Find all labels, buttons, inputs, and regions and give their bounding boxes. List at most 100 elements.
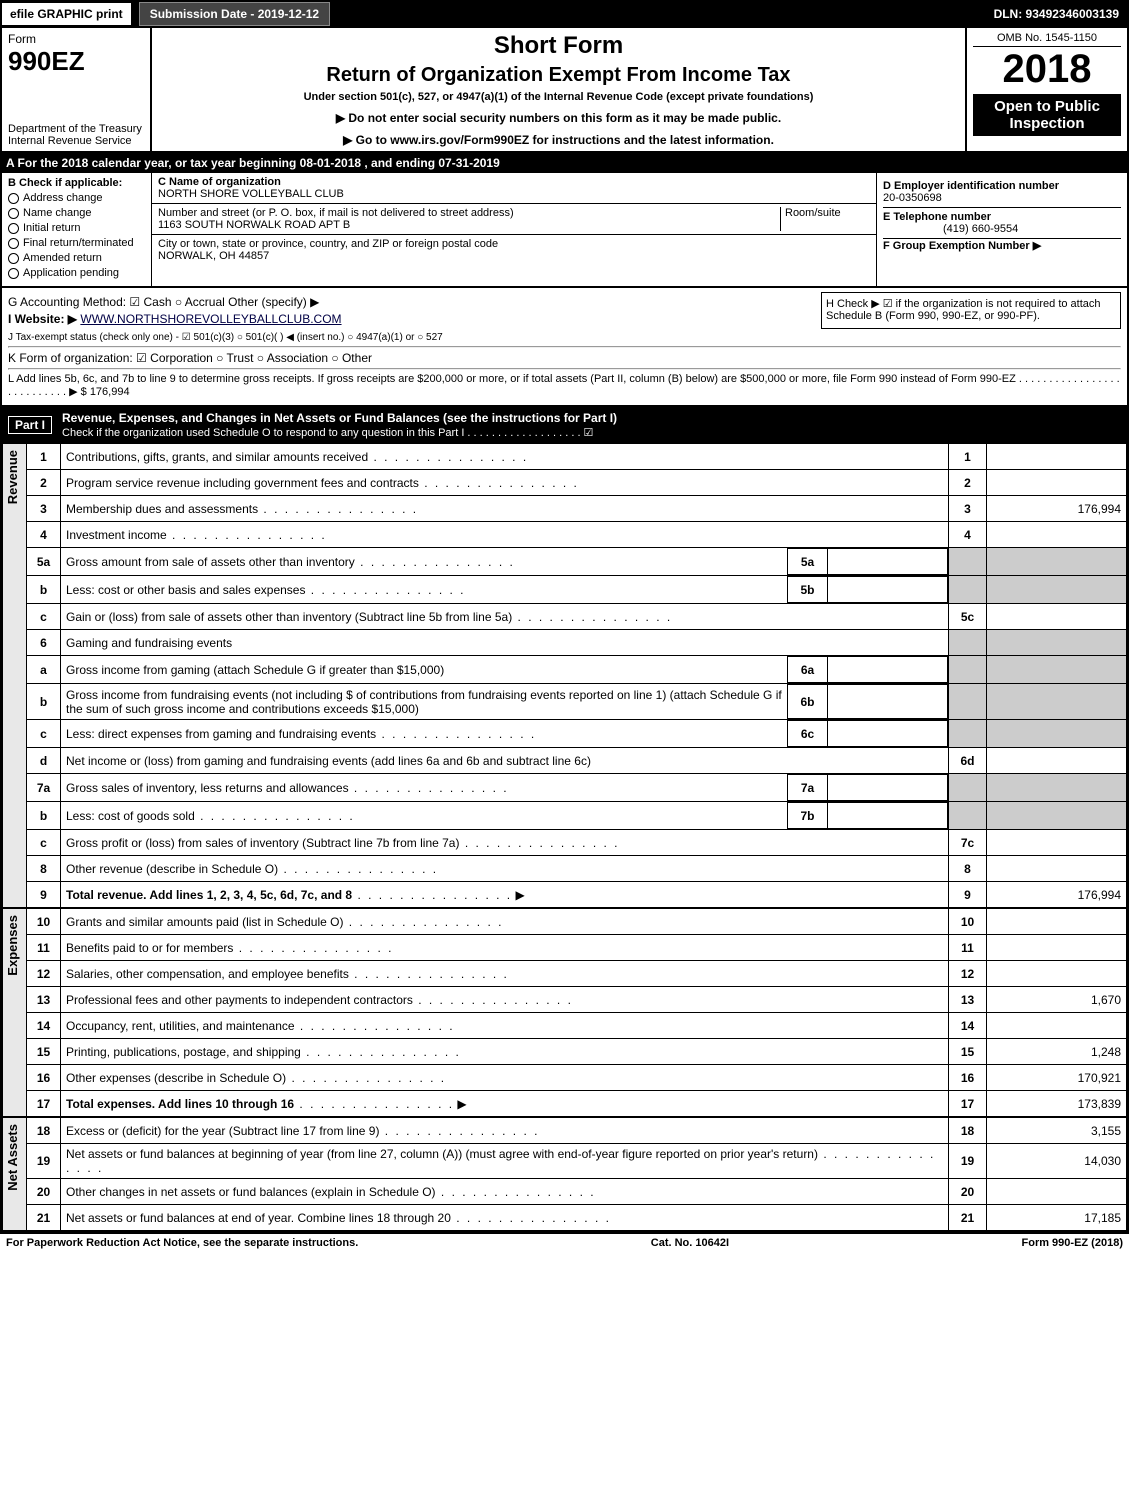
line-1-desc: Contributions, gifts, grants, and simila… [61,444,949,470]
group-exemption-label: F Group Exemption Number ▶ [883,240,1041,252]
city-label: City or town, state or province, country… [158,238,498,250]
addr-label: Number and street (or P. O. box, if mail… [158,207,514,219]
form-number: 990EZ [8,46,144,77]
line-21-val: 17,185 [987,1205,1127,1231]
line-12-desc: Salaries, other compensation, and employ… [61,961,949,987]
line-h: H Check ▶ ☑ if the organization is not r… [821,292,1121,329]
box-b-title: B Check if applicable: [8,177,145,189]
line-16-desc: Other expenses (describe in Schedule O) [61,1065,949,1091]
top-bar: efile GRAPHIC print Submission Date - 20… [0,0,1129,28]
dln-label: DLN: 93492346003139 [984,3,1129,25]
line-6c-desc: Less: direct expenses from gaming and fu… [61,721,788,747]
box-b: B Check if applicable: Address change Na… [2,173,152,286]
city-value: NORWALK, OH 44857 [158,250,269,262]
chk-name-change[interactable]: Name change [8,207,145,219]
info-row: B Check if applicable: Address change Na… [0,173,1129,288]
footer-left: For Paperwork Reduction Act Notice, see … [6,1237,358,1249]
revenue-table: 1Contributions, gifts, grants, and simil… [26,443,1127,908]
line-3-desc: Membership dues and assessments [61,496,949,522]
footer-mid: Cat. No. 10642I [651,1237,729,1249]
netassets-table: 18Excess or (deficit) for the year (Subt… [26,1117,1127,1231]
tax-year: 2018 [973,47,1121,92]
netassets-section: Net Assets 18Excess or (deficit) for the… [0,1117,1129,1233]
part1-badge: Part I [8,416,52,434]
chk-application-pending[interactable]: Application pending [8,267,145,279]
line-9-val: 176,994 [987,882,1127,908]
chk-amended-return[interactable]: Amended return [8,252,145,264]
line-6d-desc: Net income or (loss) from gaming and fun… [61,748,949,774]
line-k: K Form of organization: ☑ Corporation ○ … [8,351,1121,365]
line-2-desc: Program service revenue including govern… [61,470,949,496]
line-20-desc: Other changes in net assets or fund bala… [61,1179,949,1205]
website-link[interactable]: WWW.NORTHSHOREVOLLEYBALLCLUB.COM [80,312,341,326]
line-1-val [987,444,1127,470]
line-10-desc: Grants and similar amounts paid (list in… [61,909,949,935]
form-word: Form [8,32,144,46]
website-label: I Website: ▶ [8,312,77,326]
expenses-section: Expenses 10Grants and similar amounts pa… [0,908,1129,1117]
line-19-val: 14,030 [987,1144,1127,1179]
open-inspection-badge: Open to Public Inspection [973,94,1121,136]
tax-period-row: A For the 2018 calendar year, or tax yea… [0,153,1129,173]
return-title: Return of Organization Exempt From Incom… [160,64,957,87]
irs-label: Internal Revenue Service [8,135,144,147]
meta-block: G Accounting Method: ☑ Cash ○ Accrual Ot… [0,288,1129,407]
expenses-sidelabel: Expenses [2,908,26,1117]
line-15-desc: Printing, publications, postage, and shi… [61,1039,949,1065]
addr-value: 1163 SOUTH NORWALK ROAD APT B [158,219,350,231]
line-3-val: 176,994 [987,496,1127,522]
header-left: Form 990EZ Department of the Treasury In… [2,28,152,151]
room-label: Room/suite [785,207,841,219]
line-18-val: 3,155 [987,1118,1127,1144]
line-9-desc: Total revenue. Add lines 1, 2, 3, 4, 5c,… [66,888,352,902]
section-subtitle: Under section 501(c), 527, or 4947(a)(1)… [160,91,957,103]
line-16-val: 170,921 [987,1065,1127,1091]
netassets-sidelabel: Net Assets [2,1117,26,1231]
line-7a-desc: Gross sales of inventory, less returns a… [61,775,788,801]
omb-number: OMB No. 1545-1150 [973,32,1121,47]
part1-check: Check if the organization used Schedule … [62,427,593,439]
dept-label: Department of the Treasury [8,123,144,135]
line-5b-desc: Less: cost or other basis and sales expe… [61,577,788,603]
footer-right: Form 990-EZ (2018) [1022,1237,1123,1249]
box-def: D Employer identification number 20-0350… [877,173,1127,286]
part1-desc: Revenue, Expenses, and Changes in Net As… [62,411,617,425]
chk-address-change[interactable]: Address change [8,192,145,204]
line-19-desc: Net assets or fund balances at beginning… [61,1144,949,1179]
header-right: OMB No. 1545-1150 2018 Open to Public In… [967,28,1127,151]
efile-print-label[interactable]: efile GRAPHIC print [0,1,133,27]
chk-final-return[interactable]: Final return/terminated [8,237,145,249]
line-l: L Add lines 5b, 6c, and 7b to line 9 to … [8,373,1121,398]
submission-date: Submission Date - 2019-12-12 [139,2,330,26]
line-5a-desc: Gross amount from sale of assets other t… [61,549,788,575]
page-footer: For Paperwork Reduction Act Notice, see … [0,1233,1129,1252]
line-8-desc: Other revenue (describe in Schedule O) [61,856,949,882]
line-4-desc: Investment income [61,522,949,548]
line-j: J Tax-exempt status (check only one) - ☑… [8,332,1121,343]
line-15-val: 1,248 [987,1039,1127,1065]
line-6b-desc: Gross income from fundraising events (no… [61,685,788,719]
expenses-table: 10Grants and similar amounts paid (list … [26,908,1127,1117]
line-17-desc: Total expenses. Add lines 10 through 16 [66,1097,294,1111]
box-c: C Name of organization NORTH SHORE VOLLE… [152,173,877,286]
line-7b-desc: Less: cost of goods sold [61,803,788,829]
line-11-desc: Benefits paid to or for members [61,935,949,961]
phone-value: (419) 660-9554 [883,223,1018,235]
ssn-warning: ▶ Do not enter social security numbers o… [160,111,957,125]
line-14-desc: Occupancy, rent, utilities, and maintena… [61,1013,949,1039]
ein-label: D Employer identification number [883,180,1059,192]
line-2-val [987,470,1127,496]
ein-value: 20-0350698 [883,192,942,204]
line-18-desc: Excess or (deficit) for the year (Subtra… [61,1118,949,1144]
header-center: Short Form Return of Organization Exempt… [152,28,967,151]
line-21-desc: Net assets or fund balances at end of ye… [61,1205,949,1231]
c-name-label: C Name of organization [158,176,281,188]
line-13-val: 1,670 [987,987,1127,1013]
goto-link[interactable]: ▶ Go to www.irs.gov/Form990EZ for instru… [160,133,957,147]
line-6a-desc: Gross income from gaming (attach Schedul… [61,657,788,683]
line-5c-desc: Gain or (loss) from sale of assets other… [61,604,949,630]
short-form-title: Short Form [160,32,957,60]
part1-header: Part I Revenue, Expenses, and Changes in… [0,407,1129,443]
line-g: G Accounting Method: ☑ Cash ○ Accrual Ot… [8,295,821,309]
chk-initial-return[interactable]: Initial return [8,222,145,234]
